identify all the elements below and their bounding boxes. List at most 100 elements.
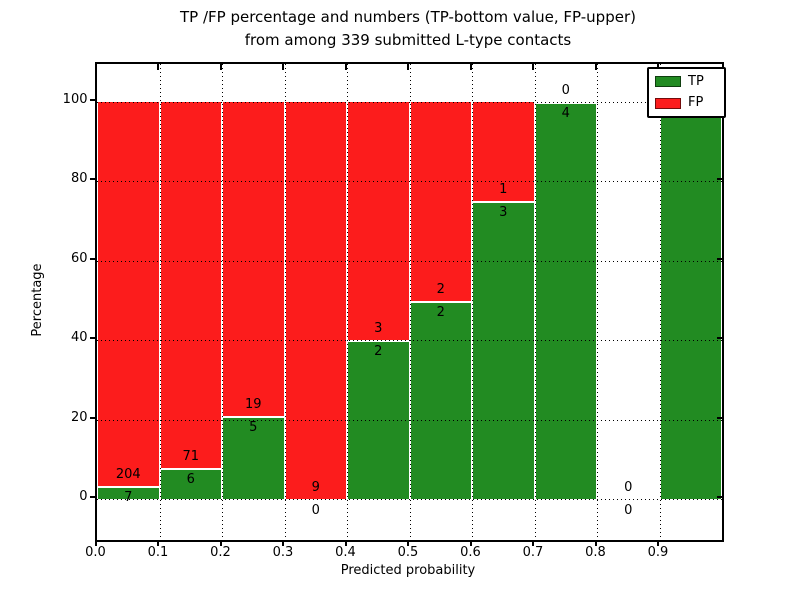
x-tick-label-0.0: 0.0 [85, 545, 106, 560]
fp-bar-segment-0 [97, 102, 160, 486]
x-tick-0.1 [157, 540, 159, 546]
tp-count-label-3: 0 [311, 503, 320, 518]
y-tick-label-100: 100 [62, 92, 88, 107]
fp-count-label-3: 9 [311, 480, 320, 495]
tp-count-label-4: 2 [374, 344, 383, 360]
tp-bar-segment-2 [222, 416, 285, 499]
gridline-y-80 [97, 181, 722, 183]
x-tick-0.2 [219, 540, 222, 546]
x-tick-label-0.9: 0.9 [647, 545, 669, 560]
x-tick-0.5 [407, 540, 409, 546]
x-tick-top-0.6 [469, 64, 472, 70]
gridline-x-0.2 [222, 64, 223, 540]
fp-bar-segment-1 [159, 102, 222, 469]
tp-swatch-icon [655, 76, 681, 88]
tp-count-label-6: 3 [499, 205, 508, 221]
gridline-x-0.4 [347, 64, 348, 540]
y-tick-20 [89, 416, 96, 419]
x-tick-0.7 [532, 540, 534, 546]
y-tick-label-60: 60 [70, 250, 88, 266]
y-tick-label-20: 20 [70, 409, 88, 425]
fp-count-label-8: 0 [624, 480, 633, 495]
x-tick-0.9 [657, 540, 659, 546]
gridline-y-40 [97, 340, 722, 342]
legend-label-fp: FP [688, 95, 704, 111]
tp-bar-segment-9 [659, 102, 722, 499]
tp-count-label-5: 2 [436, 304, 445, 320]
fp-count-label-4: 3 [374, 321, 383, 337]
tp-bar-segment-1 [159, 468, 222, 499]
gridline-x-0.7 [534, 64, 536, 540]
fp-count-label-7: 0 [561, 83, 570, 98]
fp-bar-segment-3 [284, 102, 347, 499]
y-tick-80 [89, 178, 96, 181]
x-tick-top-0.5 [407, 64, 409, 70]
y-tick-right-0 [716, 496, 723, 498]
gridline-x-0.9 [659, 64, 661, 540]
x-tick-label-0.7: 0.7 [522, 545, 544, 560]
x-tick-label-0.4: 0.4 [335, 545, 356, 560]
gridline-x-0.6 [472, 64, 473, 540]
legend: TP FP [647, 67, 726, 118]
chart-title-line1: TP /FP percentage and numbers (TP-bottom… [180, 8, 636, 26]
legend-entry-fp: FP [655, 96, 718, 110]
fp-bar-segment-5 [409, 102, 472, 301]
y-tick-40 [89, 337, 96, 340]
tp-count-label-1: 6 [186, 472, 195, 488]
x-tick-0.8 [594, 540, 597, 546]
gridline-y-60 [97, 260, 722, 262]
y-tick-60 [89, 257, 96, 260]
x-tick-top-0.2 [219, 64, 222, 70]
x-tick-top-0.8 [594, 64, 597, 70]
x-tick-label-0.2: 0.2 [210, 545, 231, 560]
y-tick-right-40 [716, 337, 723, 340]
tp-count-label-0: 7 [124, 489, 133, 505]
gridline-x-0.8 [597, 64, 598, 540]
gridline-y-100 [97, 102, 722, 103]
x-axis-label: Predicted probability [340, 563, 476, 578]
y-tick-0 [89, 496, 96, 498]
legend-label-tp: TP [688, 73, 704, 89]
x-tick-top-0.7 [532, 64, 534, 70]
fp-count-label-2: 19 [244, 397, 262, 413]
x-tick-0.3 [282, 540, 284, 546]
tp-bar-segment-0 [97, 485, 160, 499]
fp-bar-segment-2 [222, 102, 285, 417]
x-tick-0.4 [344, 540, 347, 546]
chart-title-line2: from among 339 submitted L-type contacts [244, 31, 572, 49]
x-tick-0.6 [469, 540, 472, 546]
fp-count-label-0: 204 [115, 466, 141, 482]
x-tick-label-0.1: 0.1 [147, 545, 169, 560]
y-axis-label: Percentage [30, 263, 45, 337]
gridline-x-0.3 [284, 64, 286, 540]
y-tick-label-0: 0 [79, 489, 88, 504]
x-tick-top-0.4 [344, 64, 347, 70]
x-tick-0.0 [94, 540, 97, 546]
x-tick-label-0.3: 0.3 [272, 545, 294, 560]
y-tick-right-60 [716, 257, 723, 260]
tp-bar-segment-5 [409, 300, 472, 499]
gridline-x-0.5 [409, 64, 411, 540]
x-tick-label-0.8: 0.8 [585, 545, 606, 560]
fp-count-label-1: 71 [182, 449, 200, 465]
x-tick-label-0.6: 0.6 [460, 545, 481, 560]
y-tick-label-40: 40 [70, 330, 88, 346]
y-tick-label-80: 80 [70, 171, 88, 187]
tp-count-label-2: 5 [249, 420, 258, 436]
gridline-x-0.1 [159, 64, 161, 540]
gridline-y-20 [97, 419, 722, 421]
fp-count-label-6: 1 [499, 182, 508, 198]
y-tick-right-80 [716, 178, 723, 181]
fp-swatch-icon [655, 97, 681, 109]
y-tick-100 [89, 99, 96, 101]
tp-bar-segment-6 [472, 201, 535, 499]
tp-bar-segment-7 [534, 102, 597, 499]
y-tick-right-20 [716, 416, 723, 419]
x-tick-label-0.5: 0.5 [397, 545, 419, 560]
legend-entry-tp: TP [655, 73, 718, 89]
tp-count-label-7: 4 [561, 106, 570, 121]
gridline-y-0 [97, 499, 722, 500]
x-tick-top-0.3 [282, 64, 284, 70]
tp-count-label-8: 0 [624, 503, 633, 518]
